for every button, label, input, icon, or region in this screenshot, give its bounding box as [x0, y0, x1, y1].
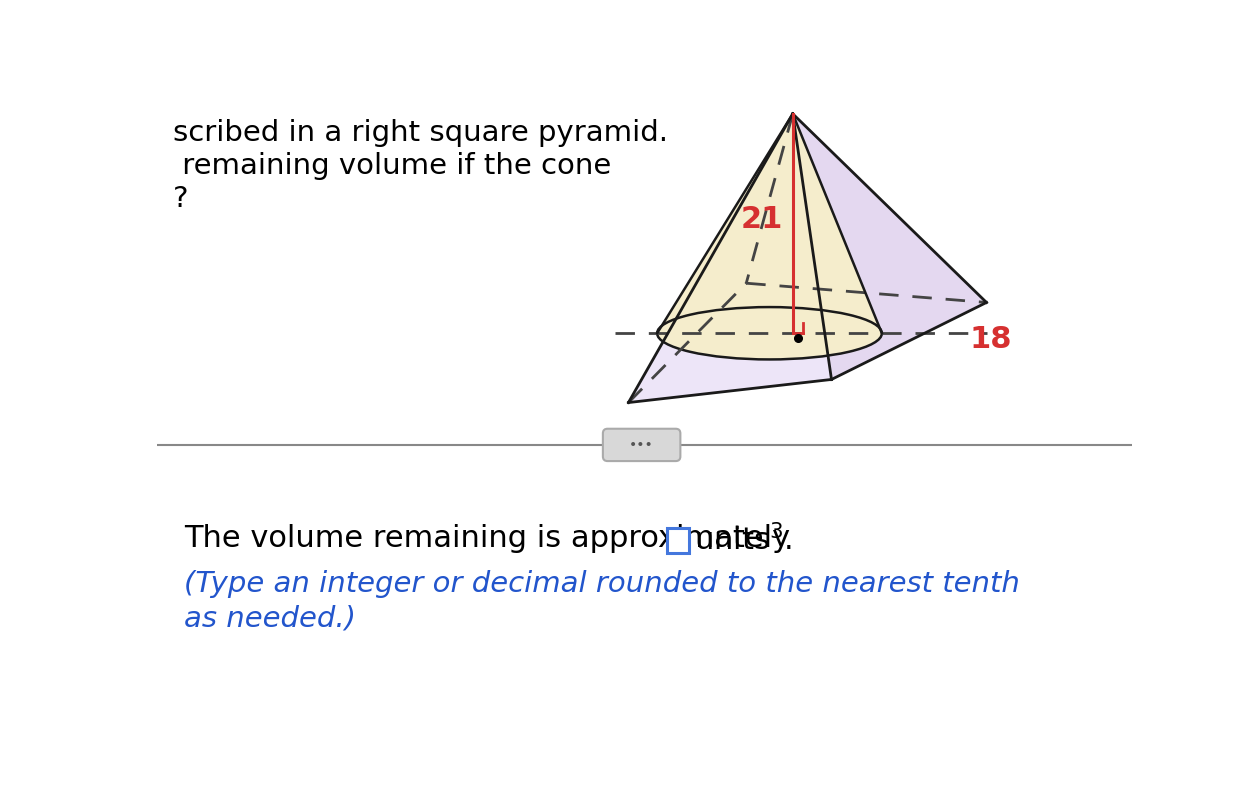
Text: scribed in a right square pyramid.: scribed in a right square pyramid. [172, 119, 668, 147]
Text: remaining volume if the cone: remaining volume if the cone [172, 151, 611, 180]
Text: as needed.): as needed.) [185, 604, 356, 632]
Text: •••: ••• [629, 438, 654, 452]
Text: units$^3$.: units$^3$. [694, 524, 793, 556]
Text: (Type an integer or decimal rounded to the nearest tenth: (Type an integer or decimal rounded to t… [185, 571, 1020, 598]
Text: The volume remaining is approximately: The volume remaining is approximately [185, 524, 800, 553]
Polygon shape [629, 113, 832, 403]
Text: ?: ? [172, 184, 189, 213]
Polygon shape [746, 113, 986, 303]
Bar [667, 528, 689, 552]
Text: 21: 21 [741, 205, 784, 234]
Polygon shape [793, 113, 986, 380]
Polygon shape [657, 113, 882, 333]
Polygon shape [629, 113, 793, 403]
Text: 18: 18 [970, 325, 1011, 354]
Ellipse shape [657, 307, 882, 359]
FancyBboxPatch shape [603, 429, 681, 461]
